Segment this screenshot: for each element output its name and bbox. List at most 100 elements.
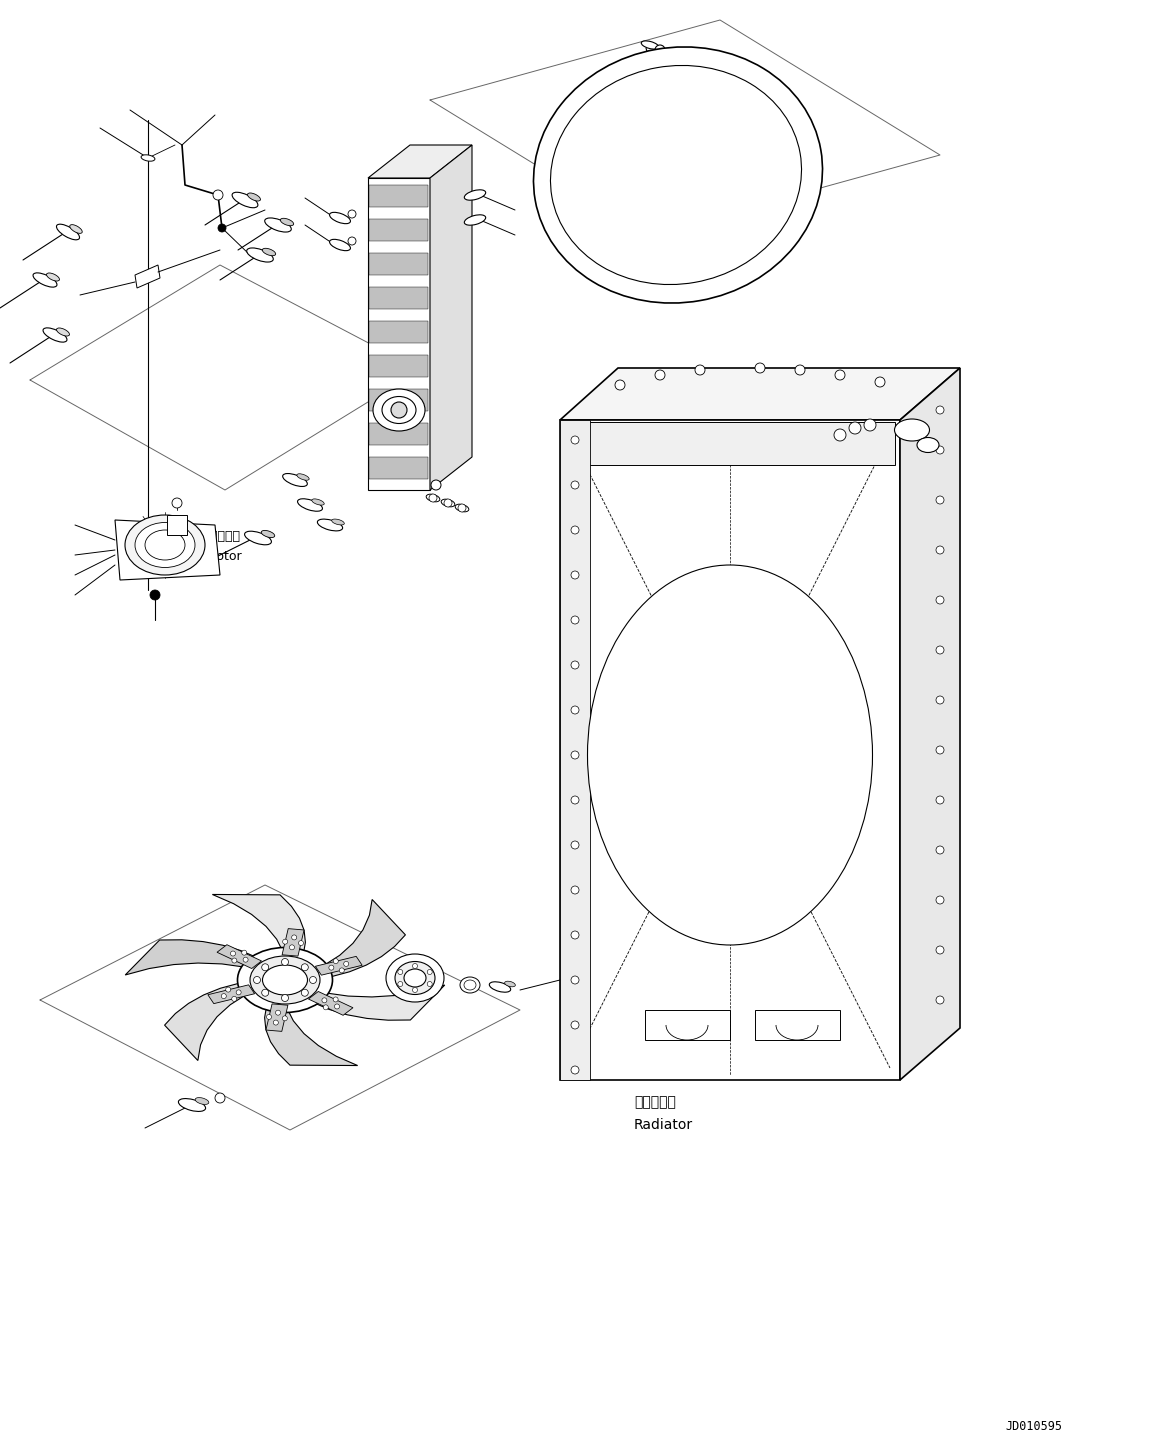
- Ellipse shape: [47, 273, 59, 280]
- Polygon shape: [561, 368, 959, 420]
- Polygon shape: [135, 264, 160, 288]
- Polygon shape: [115, 520, 220, 579]
- Polygon shape: [167, 514, 187, 535]
- Circle shape: [571, 841, 579, 850]
- Circle shape: [262, 964, 269, 971]
- Circle shape: [936, 646, 944, 655]
- Ellipse shape: [250, 957, 320, 1004]
- Polygon shape: [217, 945, 262, 968]
- Polygon shape: [126, 939, 285, 980]
- Circle shape: [571, 1066, 579, 1074]
- Polygon shape: [265, 980, 358, 1065]
- Polygon shape: [645, 1010, 730, 1040]
- Polygon shape: [208, 985, 255, 1004]
- Circle shape: [571, 707, 579, 714]
- Ellipse shape: [57, 328, 70, 337]
- Polygon shape: [285, 980, 444, 1020]
- Polygon shape: [369, 185, 428, 207]
- Circle shape: [283, 939, 287, 944]
- Ellipse shape: [247, 249, 273, 262]
- Circle shape: [243, 957, 248, 962]
- Circle shape: [864, 419, 876, 431]
- Ellipse shape: [312, 499, 324, 506]
- Circle shape: [427, 981, 433, 987]
- Ellipse shape: [233, 192, 258, 208]
- Polygon shape: [561, 420, 900, 1079]
- Ellipse shape: [426, 494, 440, 501]
- Ellipse shape: [262, 530, 274, 538]
- Circle shape: [429, 494, 437, 501]
- Ellipse shape: [464, 980, 476, 990]
- Circle shape: [281, 994, 288, 1001]
- Circle shape: [655, 370, 665, 380]
- Circle shape: [936, 546, 944, 553]
- Ellipse shape: [329, 240, 350, 250]
- Circle shape: [344, 961, 349, 967]
- Text: インファンモータ: インファンモータ: [180, 530, 240, 543]
- Circle shape: [283, 1016, 287, 1020]
- Circle shape: [849, 422, 861, 434]
- Polygon shape: [900, 368, 959, 1079]
- Circle shape: [335, 1004, 340, 1009]
- Polygon shape: [266, 1004, 288, 1032]
- Ellipse shape: [916, 438, 939, 452]
- Circle shape: [571, 660, 579, 669]
- Polygon shape: [165, 980, 285, 1061]
- Polygon shape: [315, 957, 362, 975]
- Circle shape: [221, 994, 227, 998]
- Circle shape: [458, 504, 466, 512]
- Circle shape: [348, 237, 356, 246]
- Circle shape: [936, 845, 944, 854]
- Circle shape: [231, 997, 237, 1001]
- Ellipse shape: [329, 212, 350, 224]
- Circle shape: [936, 796, 944, 803]
- Ellipse shape: [441, 499, 455, 507]
- Ellipse shape: [395, 961, 435, 994]
- Circle shape: [936, 746, 944, 754]
- Ellipse shape: [534, 46, 822, 303]
- Circle shape: [340, 968, 344, 972]
- Circle shape: [172, 499, 181, 509]
- Circle shape: [323, 1004, 328, 1010]
- Circle shape: [936, 946, 944, 954]
- Circle shape: [226, 987, 230, 993]
- Ellipse shape: [641, 40, 658, 49]
- Polygon shape: [561, 420, 590, 1079]
- Polygon shape: [308, 991, 352, 1016]
- Polygon shape: [369, 457, 428, 478]
- Text: ラジエータ: ラジエータ: [634, 1095, 676, 1108]
- Ellipse shape: [43, 328, 67, 342]
- Circle shape: [571, 571, 579, 579]
- Polygon shape: [369, 355, 428, 377]
- Circle shape: [936, 496, 944, 504]
- Polygon shape: [369, 321, 428, 342]
- Text: JD010595: JD010595: [1005, 1420, 1062, 1433]
- Circle shape: [615, 380, 625, 390]
- Circle shape: [301, 964, 308, 971]
- Circle shape: [290, 945, 294, 949]
- Polygon shape: [369, 288, 428, 309]
- Ellipse shape: [381, 396, 416, 423]
- Circle shape: [334, 958, 338, 964]
- Circle shape: [230, 951, 235, 957]
- Polygon shape: [283, 929, 304, 957]
- Ellipse shape: [464, 215, 486, 225]
- Circle shape: [213, 189, 223, 199]
- Ellipse shape: [317, 519, 343, 530]
- Circle shape: [292, 935, 297, 939]
- Circle shape: [571, 481, 579, 488]
- Ellipse shape: [455, 504, 469, 512]
- Circle shape: [391, 402, 407, 418]
- Ellipse shape: [263, 965, 307, 996]
- Circle shape: [571, 436, 579, 444]
- Circle shape: [301, 990, 308, 996]
- Circle shape: [571, 526, 579, 535]
- Ellipse shape: [263, 249, 276, 256]
- Circle shape: [309, 977, 316, 984]
- Polygon shape: [430, 144, 472, 490]
- Circle shape: [936, 406, 944, 415]
- Circle shape: [427, 970, 433, 974]
- Ellipse shape: [373, 389, 424, 431]
- Ellipse shape: [280, 218, 293, 225]
- Ellipse shape: [298, 499, 322, 512]
